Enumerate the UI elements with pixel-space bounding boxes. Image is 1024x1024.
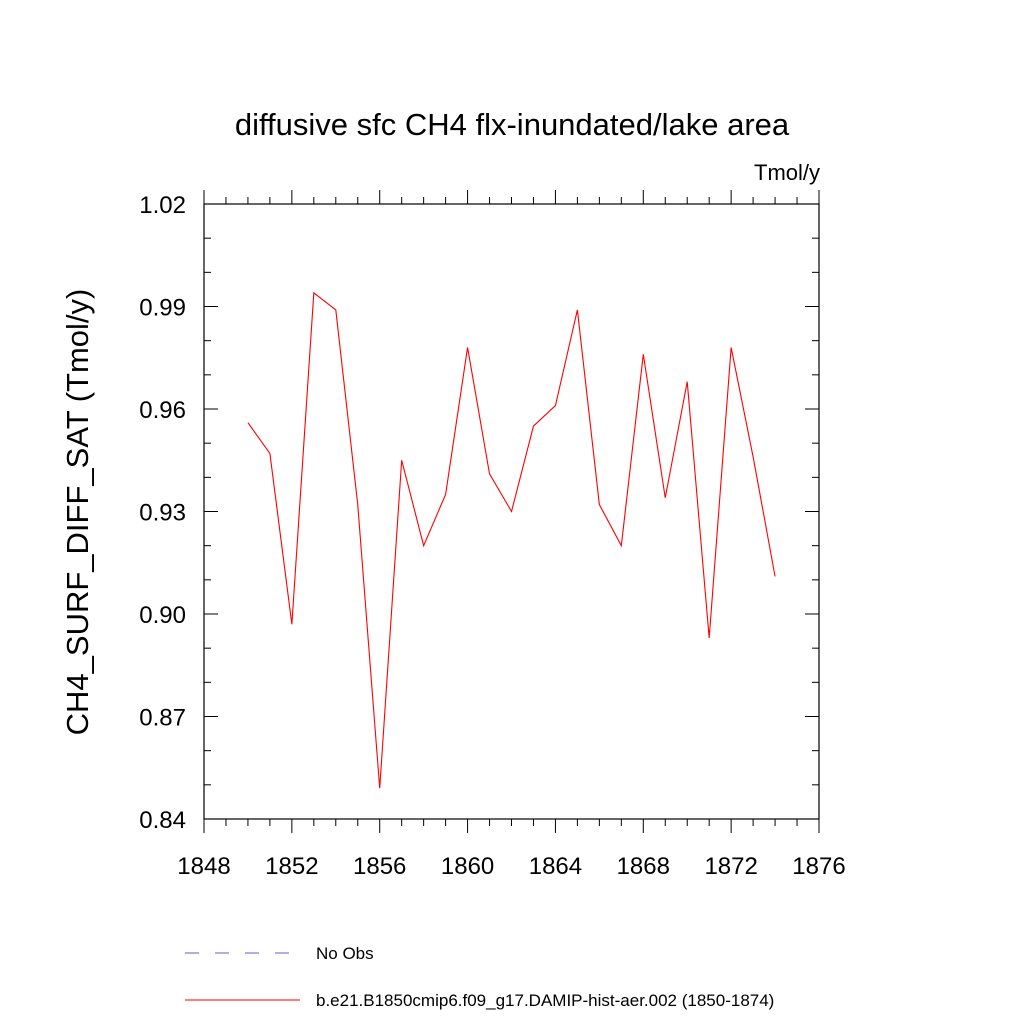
y-tick-label: 0.90: [139, 602, 186, 629]
chart-title: diffusive sfc CH4 flx-inundated/lake are…: [235, 107, 790, 142]
x-tick-label: 1872: [704, 853, 757, 880]
y-tick-label: 0.93: [139, 500, 186, 527]
legend-label-model-run: b.e21.B1850cmip6.f09_g17.DAMIP-hist-aer.…: [316, 991, 774, 1010]
series-lines: [247, 291, 776, 789]
y-axis-title: CH4_SURF_DIFF_SAT (Tmol/y): [60, 289, 95, 736]
legend: No Obs b.e21.B1850cmip6.f09_g17.DAMIP-hi…: [185, 944, 774, 1010]
units-label: Tmol/y: [754, 160, 820, 185]
x-tick-label: 1848: [177, 853, 230, 880]
y-tick-label: 0.96: [139, 397, 186, 424]
x-tick-label: 1852: [265, 853, 318, 880]
x-tick-label: 1868: [617, 853, 670, 880]
y-tick-label: 1.02: [139, 192, 186, 219]
x-tick-label: 1864: [529, 853, 582, 880]
legend-label-no-obs: No Obs: [316, 944, 374, 963]
y-tick-label: 0.99: [139, 295, 186, 322]
x-tick-label: 1860: [441, 853, 494, 880]
x-tick-label: 1856: [353, 853, 406, 880]
axis-ticks: [203, 190, 820, 833]
x-tick-label: 1876: [792, 853, 845, 880]
y-tick-label: 0.87: [139, 705, 186, 732]
series-line-1: [247, 291, 776, 789]
y-tick-label: 0.84: [139, 807, 186, 834]
axis-tick-labels: 1848 1852 1856 1860 1864 1868 1872 1876 0.84 0.87…: [139, 192, 845, 880]
